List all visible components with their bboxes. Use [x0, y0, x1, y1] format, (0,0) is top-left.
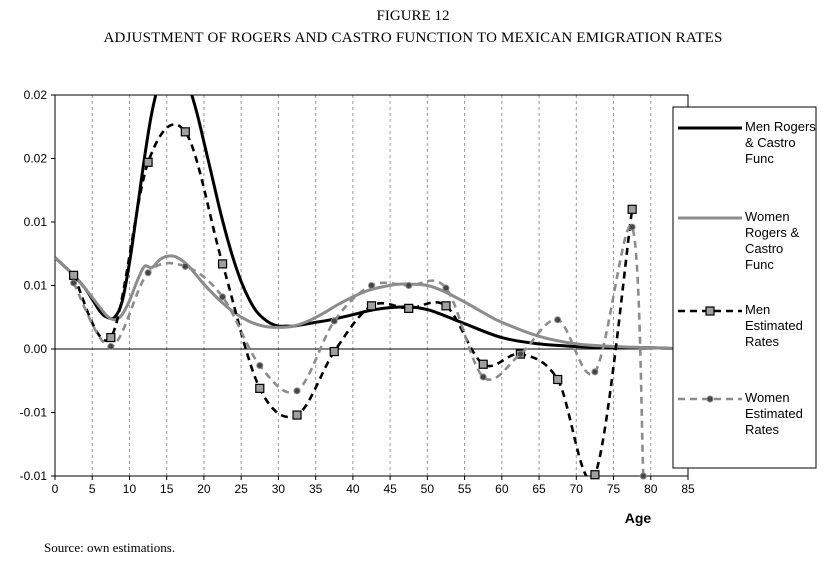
x-tick-label: 25: [234, 482, 248, 496]
figure-title: ADJUSTMENT OF ROGERS AND CASTRO FUNCTION…: [103, 30, 723, 46]
data-point: [478, 359, 488, 369]
y-tick-label: -0.01: [20, 469, 48, 483]
x-tick-label: 5: [89, 482, 96, 496]
x-tick-label: 75: [607, 482, 621, 496]
x-tick-label: 10: [123, 482, 137, 496]
x-tick-label: 50: [421, 482, 435, 496]
data-point: [442, 284, 450, 292]
series-group: [55, 95, 688, 480]
x-tick-label: 80: [644, 482, 658, 496]
data-point: [293, 387, 301, 395]
data-point: [516, 350, 524, 358]
data-point: [368, 282, 375, 289]
data-point: [292, 410, 302, 420]
legend-label: Men Estimated Rates: [745, 302, 803, 349]
data-point: [627, 204, 637, 214]
x-tick-label: 30: [272, 482, 286, 496]
data-point: [69, 270, 79, 280]
data-point: [591, 368, 599, 376]
y-tick-label: 0.01: [24, 215, 48, 229]
x-tick-label: 40: [346, 482, 360, 496]
figure-label: FIGURE 12: [376, 8, 450, 24]
x-tick-label: 45: [383, 482, 397, 496]
x-tick-label: 85: [681, 482, 695, 496]
data-point: [366, 301, 377, 311]
series-line: [55, 254, 688, 351]
data-point: [329, 346, 339, 357]
data-point: [255, 383, 265, 393]
data-point: [217, 259, 228, 269]
tick-labels: 0 5 10 15 20 25 30 35 40 45 50 55 60 65 70 75 80 85 -0.01 -…: [20, 88, 695, 496]
data-point: [219, 293, 227, 301]
y-tick-label: -0.01: [20, 406, 48, 420]
y-tick-label: 0.02: [24, 88, 48, 102]
x-tick-label: 15: [160, 482, 174, 496]
data-point: [70, 279, 78, 287]
x-tick-label: 20: [197, 482, 211, 496]
y-tick-label: 0.02: [24, 152, 48, 166]
data-point: [106, 332, 116, 343]
legend-marker: [705, 306, 715, 316]
data-point: [554, 316, 562, 324]
x-tick-label: 55: [458, 482, 472, 496]
legend: Men Rogers & Castro Func Women Rogers & Castr…: [672, 106, 817, 469]
legend-marker: [706, 395, 714, 403]
y-tick-label: 0.00: [24, 342, 48, 356]
x-tick-label: 65: [532, 482, 546, 496]
legend-label: Women Estimated Rates: [745, 390, 803, 437]
legend-label: Women Rogers & Castro Func: [745, 209, 800, 272]
data-point: [256, 362, 264, 370]
x-tick-label: 35: [309, 482, 323, 496]
data-point: [107, 342, 115, 350]
data-point: [441, 301, 451, 311]
data-point: [330, 317, 338, 325]
x-tick-label: 70: [570, 482, 584, 496]
x-axis-label: Age: [625, 510, 652, 526]
data-point: [181, 262, 189, 270]
chart: 0 5 10 15 20 25 30 35 40 45 50 55 60 65 70 75 80 85 -0.01 -…: [20, 88, 817, 526]
data-point: [639, 472, 647, 480]
x-tick-label: 0: [52, 482, 59, 496]
data-point: [590, 470, 600, 480]
data-point: [180, 127, 190, 137]
data-point: [479, 373, 487, 381]
series-line: [72, 123, 634, 476]
legend-label: Men Rogers & Castro Func: [745, 119, 816, 166]
data-point: [404, 303, 414, 313]
data-point: [405, 282, 413, 289]
data-point: [628, 223, 636, 231]
data-point: [553, 374, 563, 385]
source-note: Source: own estimations.: [44, 540, 176, 555]
data-point: [143, 157, 153, 167]
x-tick-label: 60: [495, 482, 509, 496]
legend-box: [672, 106, 817, 469]
series-line: [72, 224, 645, 476]
data-point: [144, 269, 152, 277]
y-tick-label: 0.01: [24, 279, 48, 293]
